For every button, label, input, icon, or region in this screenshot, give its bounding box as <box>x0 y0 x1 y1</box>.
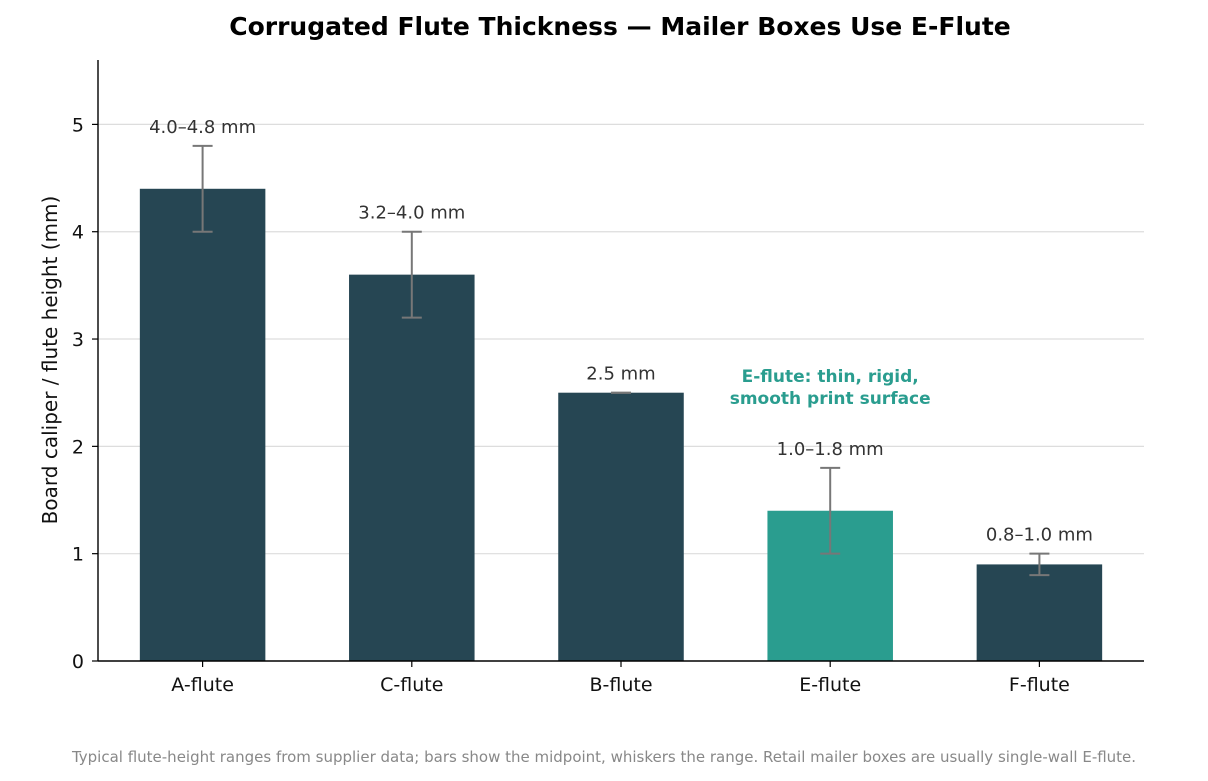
axes <box>92 60 1144 667</box>
y-tick-label: 1 <box>72 544 84 566</box>
y-tick-label: 5 <box>72 114 84 136</box>
annotation-line: smooth print surface <box>730 389 931 409</box>
error-bars <box>192 144 1050 577</box>
y-tick-label: 0 <box>72 651 84 673</box>
y-tick-label: 4 <box>72 222 84 244</box>
x-tick-label: C-flute <box>380 674 443 696</box>
gridlines <box>98 123 1144 555</box>
annotation-line: E-flute: thin, rigid, <box>742 367 919 387</box>
x-tick-label: A-flute <box>171 674 234 696</box>
data-label: 4.0–4.8 mm <box>149 117 256 138</box>
x-tick-labels: A-flute C-flute B-flute E-flute F-flute <box>171 674 1070 696</box>
x-tick-label: F-flute <box>1009 674 1070 696</box>
chart-title: Corrugated Flute Thickness — Mailer Boxe… <box>229 12 1011 41</box>
annotation: E-flute: thin, rigid, smooth print surfac… <box>730 367 931 409</box>
bar-b-flute <box>558 392 684 661</box>
bar-c-flute <box>349 274 475 661</box>
y-axis-label: Board caliper / flute height (mm) <box>38 196 62 525</box>
y-tick-label: 2 <box>72 436 84 458</box>
x-tick-label: B-flute <box>589 674 652 696</box>
data-labels: 4.0–4.8 mm 3.2–4.0 mm 2.5 mm 1.0–1.8 mm 0.8–… <box>149 117 1093 546</box>
data-label: 1.0–1.8 mm <box>777 439 884 460</box>
data-label: 0.8–1.0 mm <box>986 525 1093 546</box>
y-tick-label: 3 <box>72 329 84 351</box>
bar-f-flute <box>976 564 1103 661</box>
data-label: 2.5 mm <box>586 364 655 385</box>
y-tick-labels: 0 1 2 3 4 5 <box>72 114 84 673</box>
data-label: 3.2–4.0 mm <box>358 203 465 224</box>
bars <box>139 188 1103 662</box>
footnote: Typical flute-height ranges from supplie… <box>71 748 1136 766</box>
x-tick-label: E-flute <box>799 674 861 696</box>
bar-a-flute <box>139 188 266 662</box>
